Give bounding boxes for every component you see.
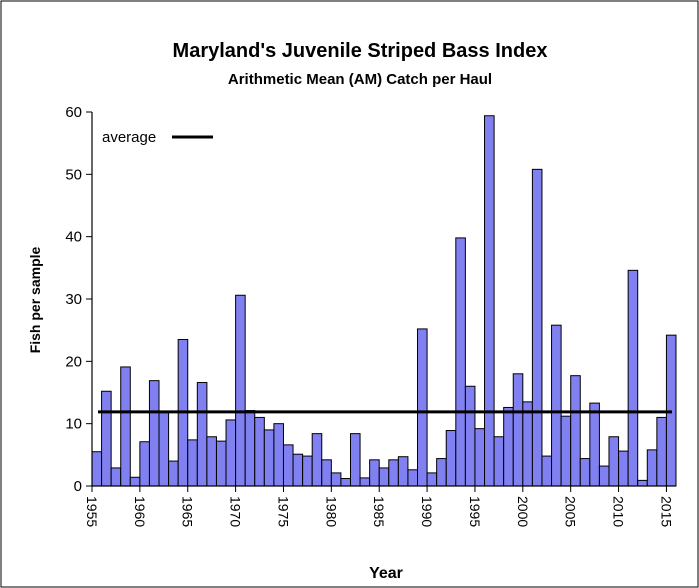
bar [225, 419, 237, 487]
bar [110, 467, 122, 487]
plot-area: 0 10 20 30 40 50 60 1955 1960 1965 1970 1975 1980 198… [65, 104, 677, 527]
bar [158, 410, 170, 487]
x-tick-label: 1960 [132, 496, 148, 527]
bar [570, 375, 581, 487]
bar [407, 469, 419, 487]
bar [349, 433, 361, 487]
x-tick-label: 1970 [228, 496, 244, 527]
bar [512, 373, 524, 487]
bar [589, 402, 600, 487]
bar [359, 477, 371, 487]
x-tick-label: 2015 [658, 496, 674, 527]
x-tick-label: 2010 [611, 496, 627, 527]
y-tick-label: 30 [65, 291, 82, 308]
bar [187, 439, 198, 487]
bar [196, 382, 208, 487]
x-tick-label: 2000 [515, 496, 531, 527]
bar [129, 476, 141, 487]
bar [646, 449, 658, 487]
bar [551, 324, 562, 487]
bar [206, 436, 217, 487]
x-tick-label: 1980 [323, 496, 339, 527]
y-tick-label: 40 [65, 229, 82, 246]
bar [474, 428, 486, 487]
x-tick-label: 1955 [84, 496, 100, 527]
y-tick-label: 50 [65, 166, 82, 183]
x-tick-label: 1985 [371, 496, 387, 527]
bar [263, 429, 275, 487]
bar [426, 472, 438, 487]
bar [369, 459, 380, 487]
bar [522, 401, 533, 487]
bar [560, 415, 572, 487]
bar [455, 237, 466, 487]
bar [531, 168, 543, 487]
bar [120, 366, 131, 487]
bar [608, 436, 620, 487]
chart-title: Maryland's Juvenile Striped Bass Index [173, 40, 548, 62]
bar [321, 459, 332, 487]
chart-subtitle: Arithmetic Mean (AM) Catch per Haul [228, 71, 492, 88]
bar [340, 478, 351, 487]
bar [637, 479, 648, 487]
x-axis-label: Year [369, 565, 403, 582]
x-tick-label: 1975 [275, 496, 291, 527]
x-tick-label: 1965 [180, 496, 196, 527]
bar [627, 269, 639, 487]
y-tick-label: 20 [65, 353, 82, 370]
bar [503, 406, 514, 487]
bar [330, 472, 342, 487]
bar [215, 440, 227, 487]
x-tick-label: 1990 [419, 496, 435, 527]
bar [656, 416, 667, 487]
bar [598, 465, 610, 487]
bar [579, 458, 591, 487]
x-tick-label: 2005 [563, 496, 579, 527]
bar [311, 433, 323, 487]
bar [292, 453, 304, 487]
bar [139, 441, 150, 487]
bar [417, 328, 428, 487]
y-tick-label: 10 [65, 416, 82, 433]
bar [168, 460, 179, 487]
bar [235, 294, 246, 487]
bar [484, 115, 495, 487]
bar [101, 390, 112, 487]
x-tick-label: 1995 [467, 496, 483, 527]
legend-label: average [102, 129, 156, 146]
bar [91, 451, 103, 487]
bar [541, 455, 553, 487]
y-tick-label: 0 [74, 478, 82, 495]
bar [445, 430, 457, 487]
bar [493, 436, 505, 487]
bar [436, 458, 447, 487]
bar [302, 455, 313, 487]
bar [254, 416, 265, 487]
bar [148, 380, 160, 487]
bar [618, 450, 629, 487]
y-tick-label: 60 [65, 104, 82, 121]
bar [464, 385, 476, 487]
bar [397, 456, 409, 487]
bar [388, 459, 399, 487]
bar [378, 467, 390, 487]
bar [282, 444, 294, 487]
y-axis-label: Fish per sample [27, 246, 43, 353]
bar [273, 423, 284, 487]
bar [244, 410, 256, 487]
